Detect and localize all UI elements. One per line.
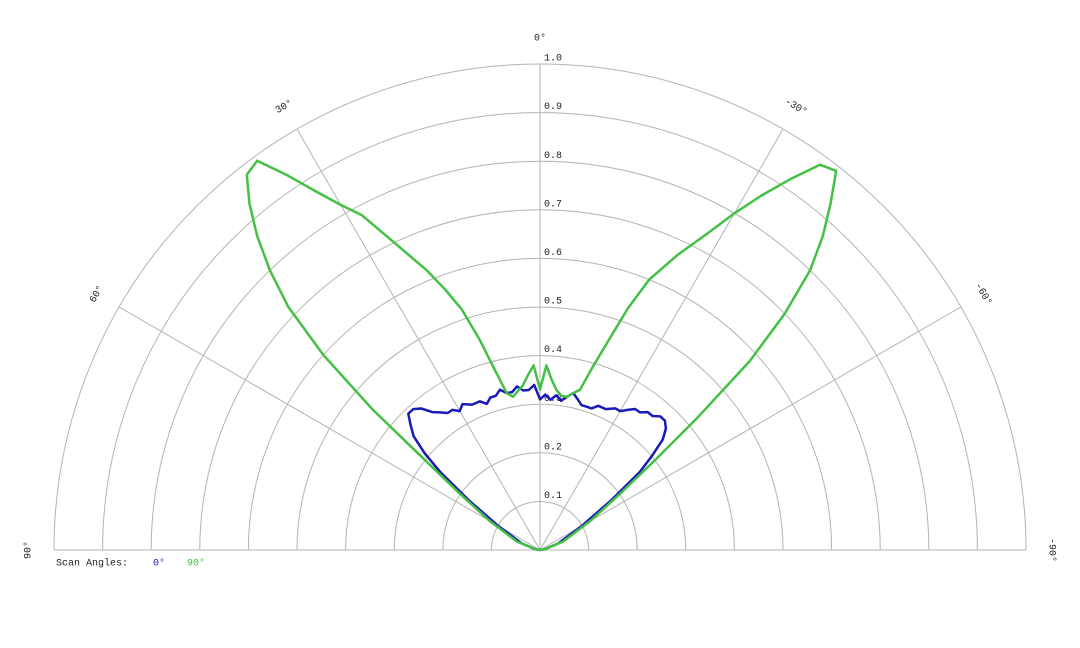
r-tick-label: 0.7 [544,199,562,210]
theta-tick-label: -60° [972,281,994,308]
series-line [407,383,668,552]
r-tick-label: 0.8 [544,151,562,162]
r-tick-label: 0.9 [544,102,562,113]
r-tick-label: 0.6 [544,248,562,259]
grid-spoke [296,128,541,551]
theta-tick-label: 60° [87,284,106,306]
theta-tick-label: -90° [1045,538,1057,562]
r-tick-label: 0.4 [544,345,562,356]
legend-entry: 90° [187,558,205,570]
r-tick-label: 0.5 [544,297,562,308]
theta-tick-label: 0° [534,33,546,45]
r-tick-label: 0.1 [544,491,562,502]
grid-spoke [539,128,784,551]
series-line [245,159,838,552]
theta-tick-label: 90° [23,541,35,559]
r-tick-label: 0.2 [544,442,562,453]
grid-spoke [118,306,541,551]
legend-title: Scan Angles: [56,558,128,570]
legend-entry: 0° [153,558,165,570]
theta-tick-label: -30° [782,96,809,118]
grid-spoke [539,306,962,551]
theta-tick-label: 30° [274,97,296,116]
r-tick-label: 1.0 [544,54,562,65]
